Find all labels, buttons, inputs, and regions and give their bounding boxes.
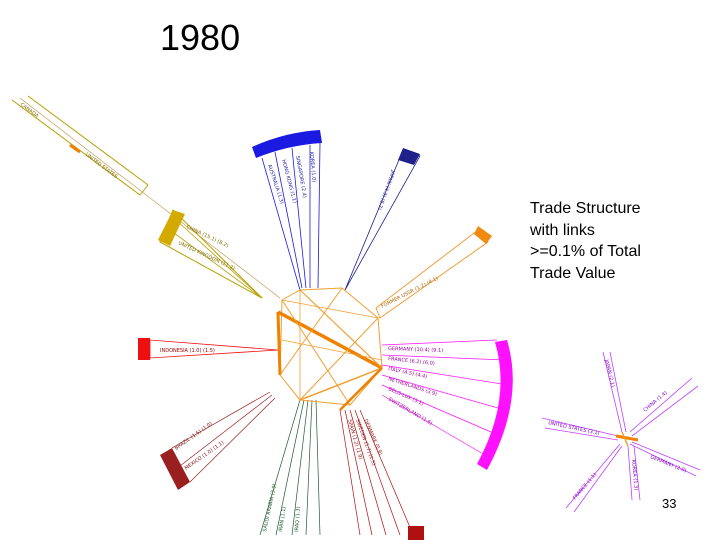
central-links (276, 287, 383, 411)
svg-text:JAPAN (2.1): JAPAN (2.1) (603, 358, 616, 388)
svg-text:UNITED STATES: UNITED STATES (84, 152, 119, 180)
cluster-orange: FORMER USSR (1.2) (4.1) (375, 226, 492, 319)
caption-line-4: Trade Value (530, 264, 616, 282)
page-number: 33 (662, 496, 677, 511)
svg-text:UNITED STATES (3.1): UNITED STATES (3.1) (548, 420, 600, 437)
svg-text:SAUDI ARABIA (3.9): SAUDI ARABIA (3.9) (262, 483, 278, 532)
slide-title: 1980 (160, 17, 241, 58)
svg-text:MEXICO (1.0) (1.1): MEXICO (1.0) (1.1) (184, 440, 226, 472)
cluster-yellow: CHINA (15.1) (8.2) UNITED KINGDOM (11.2) (158, 209, 263, 299)
cluster-top-left: CANADA UNITED STATES (11, 95, 281, 299)
svg-text:IRAQ (1.3): IRAQ (1.3) (294, 506, 302, 532)
caption-line-3: >=0.1% of Total (530, 243, 641, 260)
svg-text:FORMER USSR (1.2) (4.1): FORMER USSR (1.2) (4.1) (380, 276, 439, 310)
cluster-darkred-bottom: SPAIN (1.2) (1.9) SWEDEN (1.7) (1.5) DEN… (339, 409, 424, 540)
svg-text:KOREA (1.0): KOREA (1.0) (308, 152, 317, 183)
svg-text:GERMANY (10.4) (9.1): GERMANY (10.4) (9.1) (388, 346, 443, 354)
cluster-blue: AUSTRALIA (1.3) HONG KONG (1.1) SINGAPOR… (252, 130, 322, 291)
cluster-green: SAUDI ARABIA (3.9) IRAN (1.1) IRAQ (1.3) (259, 399, 321, 536)
caption-line-2: with links (530, 221, 595, 239)
svg-text:IRAN (1.1): IRAN (1.1) (278, 506, 287, 532)
small-star-diagram: JAPAN (2.1) CHINA (1.4) UNITED STATES (3… (541, 351, 701, 513)
cluster-red: INDONESIA (1.0) (1.5) (138, 338, 279, 360)
svg-text:INDONESIA (1.0) (1.5): INDONESIA (1.0) (1.5) (160, 348, 215, 354)
cluster-darkred: BRAZIL (1.5) (1.0) MEXICO (1.0) (1.1) (160, 391, 276, 490)
cluster-navy: JAPAN (4.3) (8.7) (344, 148, 421, 291)
svg-text:KOREA (1.3): KOREA (1.3) (630, 460, 639, 491)
svg-text:FRANCE (6.2) (6.0): FRANCE (6.2) (6.0) (388, 356, 435, 367)
caption-line-1: Trade Structure (530, 200, 641, 217)
cluster-magenta: GERMANY (10.4) (9.1) FRANCE (6.2) (6.0) … (381, 339, 513, 470)
caption: Trade Structure with links >=0.1% of Tot… (530, 198, 680, 284)
svg-text:BRAZIL (1.5) (1.0): BRAZIL (1.5) (1.0) (174, 421, 214, 452)
